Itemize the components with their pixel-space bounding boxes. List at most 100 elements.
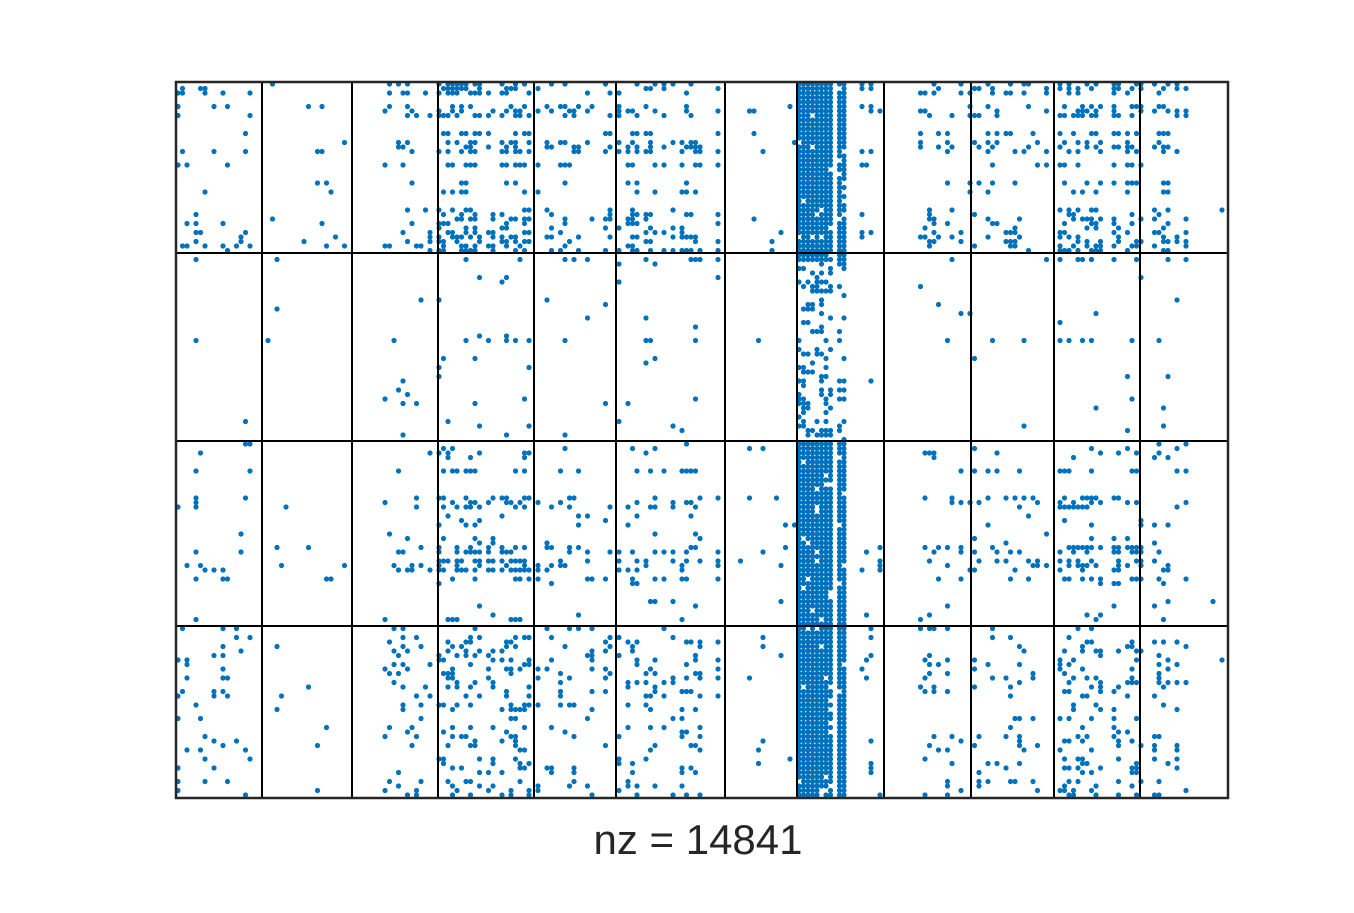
- nonzero-dot: [526, 207, 532, 213]
- nonzero-dot: [683, 661, 690, 668]
- nonzero-dot: [836, 261, 843, 267]
- nonzero-dot: [1057, 715, 1063, 722]
- nonzero-dot: [386, 243, 393, 249]
- nonzero-dot: [197, 715, 204, 722]
- nonzero-dot: [467, 454, 474, 461]
- nonzero-dot: [508, 216, 514, 222]
- nonzero-dot: [1183, 787, 1189, 794]
- nonzero-dot: [971, 139, 978, 146]
- nonzero-dot: [818, 576, 825, 582]
- nonzero-dot: [800, 634, 807, 641]
- nonzero-dot: [526, 112, 532, 119]
- nonzero-dot: [827, 126, 834, 132]
- nonzero-dot: [386, 778, 393, 785]
- nonzero-dot: [535, 576, 541, 582]
- nonzero-dot: [454, 567, 460, 573]
- nonzero-dot: [818, 148, 825, 155]
- nonzero-dot: [841, 234, 847, 240]
- nonzero-dot: [823, 175, 829, 182]
- nonzero-dot: [1057, 661, 1063, 668]
- nonzero-dot: [922, 225, 928, 231]
- nonzero-dot: [809, 139, 816, 146]
- nonzero-dot: [512, 238, 519, 245]
- nonzero-dot: [800, 382, 807, 389]
- nonzero-dot: [715, 693, 721, 699]
- nonzero-dot: [868, 378, 874, 384]
- nonzero-dot: [652, 504, 658, 510]
- nonzero-dot: [458, 558, 465, 564]
- nonzero-dot: [193, 468, 199, 474]
- nonzero-dot: [692, 504, 699, 510]
- nonzero-dot: [584, 558, 591, 564]
- nonzero-dot: [413, 634, 420, 641]
- nonzero-dot: [814, 724, 820, 731]
- nonzero-dot: [517, 112, 523, 119]
- nonzero-dot: [841, 675, 847, 681]
- nonzero-dot: [584, 549, 591, 555]
- nonzero-dot: [1156, 670, 1162, 677]
- nonzero-dot: [800, 738, 807, 744]
- nonzero-dot: [697, 747, 703, 753]
- nonzero-dot: [508, 666, 514, 672]
- nonzero-dot: [607, 90, 613, 96]
- nonzero-dot: [805, 162, 811, 168]
- nonzero-dot: [503, 148, 510, 155]
- nonzero-dot: [809, 603, 816, 609]
- nonzero-dot: [629, 247, 636, 254]
- nonzero-dot: [836, 337, 843, 344]
- nonzero-dot: [1007, 634, 1014, 641]
- nonzero-dot: [521, 747, 528, 753]
- nonzero-dot: [503, 162, 510, 168]
- nonzero-dot: [1088, 220, 1095, 227]
- nonzero-dot: [652, 445, 658, 452]
- nonzero-dot: [836, 792, 843, 798]
- nonzero-dot: [814, 346, 820, 353]
- nonzero-dot: [449, 643, 456, 650]
- nonzero-dot: [1124, 373, 1131, 380]
- nonzero-dot: [472, 229, 478, 236]
- nonzero-dot: [463, 225, 469, 231]
- nonzero-dot: [823, 126, 829, 132]
- nonzero-dot: [211, 103, 217, 110]
- nonzero-dot: [521, 495, 528, 501]
- nonzero-dot: [1160, 639, 1167, 645]
- nonzero-dot: [836, 472, 843, 479]
- nonzero-dot: [814, 351, 820, 357]
- nonzero-dot: [836, 675, 843, 681]
- nonzero-dot: [985, 468, 991, 474]
- nonzero-dot: [823, 756, 829, 762]
- nonzero-dot: [809, 715, 816, 722]
- nonzero-dot: [823, 108, 829, 114]
- nonzero-dot: [629, 108, 636, 114]
- nonzero-dot: [1115, 85, 1122, 92]
- nonzero-dot: [1057, 747, 1063, 753]
- nonzero-dot: [823, 117, 829, 123]
- nonzero-dot: [1084, 760, 1090, 767]
- nonzero-dot: [800, 720, 807, 726]
- nonzero-dot: [472, 225, 478, 231]
- nonzero-dot: [818, 742, 825, 749]
- nonzero-dot: [449, 765, 456, 771]
- nonzero-dot: [809, 711, 816, 717]
- nonzero-dot: [818, 688, 825, 695]
- nonzero-dot: [836, 108, 843, 114]
- nonzero-dot: [467, 499, 474, 506]
- nonzero-dot: [1079, 769, 1086, 776]
- nonzero-dot: [607, 504, 613, 510]
- nonzero-dot: [805, 742, 811, 749]
- nonzero-dot: [548, 562, 555, 569]
- nonzero-dot: [805, 733, 811, 740]
- nonzero-dot: [404, 112, 411, 119]
- nonzero-dot: [836, 234, 843, 240]
- nonzero-dot: [814, 162, 820, 168]
- nonzero-dot: [1124, 247, 1131, 254]
- nonzero-dot: [602, 225, 609, 231]
- nonzero-dot: [809, 135, 816, 141]
- nonzero-dot: [746, 675, 753, 681]
- nonzero-dot: [814, 459, 820, 465]
- nonzero-dot: [629, 445, 636, 452]
- nonzero-dot: [800, 526, 807, 533]
- nonzero-dot: [823, 666, 829, 672]
- nonzero-dot: [467, 207, 474, 213]
- nonzero-dot: [485, 229, 492, 236]
